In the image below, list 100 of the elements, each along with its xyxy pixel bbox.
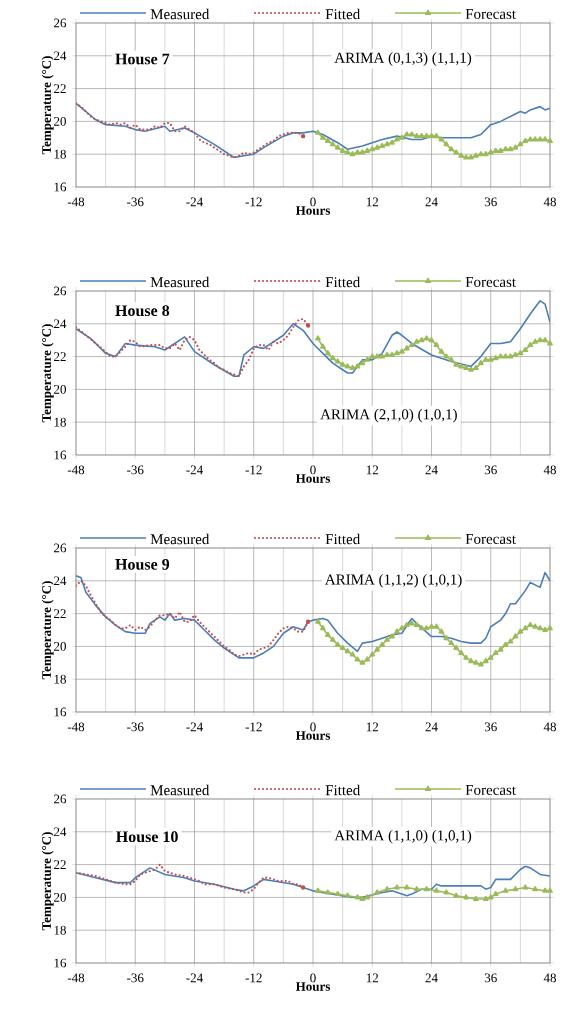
- point: [497, 147, 504, 153]
- y-tick-label: 20: [54, 893, 66, 902]
- point: [334, 144, 341, 150]
- point: [537, 136, 543, 142]
- point: [482, 895, 489, 902]
- point: [428, 336, 435, 343]
- legend-label: Forecast: [465, 534, 516, 544]
- y-tick-label: 18: [54, 149, 66, 159]
- x-tick-label: 48: [543, 197, 557, 207]
- point: [497, 646, 504, 652]
- x-tick-label: 48: [543, 465, 557, 475]
- point: [507, 638, 514, 644]
- point: [364, 147, 371, 153]
- point: [344, 648, 351, 654]
- point: [319, 343, 326, 349]
- point: [354, 149, 361, 155]
- point: [344, 149, 351, 155]
- x-axis-title: Hours: [295, 474, 331, 483]
- point: [339, 361, 346, 367]
- point: [349, 651, 356, 657]
- x-axis-title: Hours: [295, 206, 331, 215]
- point: [399, 348, 405, 354]
- x-tick-label: -48: [67, 465, 85, 475]
- point: [300, 885, 306, 890]
- point: [458, 152, 464, 158]
- point: [547, 137, 553, 144]
- point: [418, 625, 425, 631]
- legend-label: Fitted: [325, 276, 361, 288]
- point: [547, 625, 553, 631]
- point: [408, 620, 415, 626]
- point: [319, 625, 326, 631]
- y-tick-label: 22: [54, 84, 66, 93]
- point: [364, 894, 371, 900]
- point: [403, 131, 410, 137]
- y-tick-label: 18: [54, 925, 66, 935]
- point: [339, 147, 346, 153]
- y-tick-label: 26: [54, 794, 67, 804]
- point: [423, 132, 430, 139]
- point: [468, 154, 474, 160]
- point: [542, 136, 548, 142]
- point: [369, 353, 376, 359]
- point: [492, 355, 499, 361]
- point: [547, 887, 553, 893]
- point: [374, 353, 381, 359]
- point: [344, 892, 351, 898]
- point: [532, 338, 539, 344]
- x-tick-label: 12: [366, 197, 379, 207]
- point: [473, 895, 479, 902]
- point: [542, 336, 548, 343]
- y-tick-label: 24: [54, 51, 67, 61]
- point: [418, 336, 425, 343]
- x-tick-label: 24: [425, 722, 438, 732]
- point: [492, 649, 499, 655]
- point: [354, 894, 361, 900]
- annotation: House 7: [115, 53, 170, 65]
- point: [453, 644, 460, 651]
- x-tick-label: 24: [425, 197, 438, 207]
- point: [394, 136, 400, 142]
- point: [453, 361, 460, 367]
- point: [384, 885, 390, 892]
- point: [399, 134, 405, 140]
- annotation: House 8: [115, 305, 170, 317]
- point: [324, 631, 331, 637]
- point: [433, 887, 440, 893]
- point: [329, 141, 336, 147]
- legend-label: Measured: [150, 276, 210, 288]
- point: [497, 353, 504, 359]
- point: [512, 144, 519, 150]
- point: [413, 885, 420, 892]
- point: [502, 641, 509, 647]
- point: [522, 625, 529, 631]
- x-tick-label: -24: [186, 722, 203, 732]
- point: [468, 657, 474, 664]
- point: [428, 132, 435, 139]
- point: [527, 136, 534, 142]
- point: [443, 634, 450, 641]
- annotation: House 10: [116, 831, 178, 843]
- point: [413, 338, 420, 344]
- point: [339, 644, 346, 651]
- point: [364, 656, 371, 662]
- legend-label: Measured: [150, 533, 210, 545]
- point: [507, 353, 514, 359]
- x-tick-label: 12: [366, 973, 379, 983]
- point: [453, 149, 460, 155]
- y-tick-label: 24: [54, 827, 67, 837]
- point: [443, 353, 450, 359]
- x-tick-label: -36: [127, 973, 144, 983]
- point: [334, 358, 341, 364]
- point: [344, 363, 351, 369]
- y-tick-label: 22: [54, 860, 66, 869]
- point: [379, 142, 385, 148]
- y-tick-label: 20: [54, 642, 66, 651]
- x-tick-label: 0: [310, 197, 316, 207]
- x-tick-label: -12: [245, 973, 262, 983]
- point: [492, 890, 499, 897]
- point: [319, 134, 326, 140]
- point: [527, 621, 534, 628]
- point: [324, 137, 331, 144]
- point: [487, 894, 494, 900]
- point: [389, 351, 395, 357]
